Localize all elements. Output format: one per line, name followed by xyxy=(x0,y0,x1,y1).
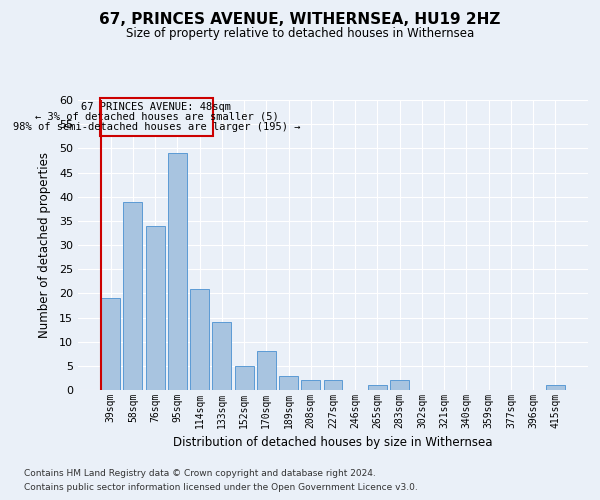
Bar xyxy=(235,366,254,390)
Bar xyxy=(546,385,565,390)
Bar xyxy=(323,380,343,390)
Bar xyxy=(100,98,213,136)
Bar xyxy=(168,153,187,390)
Bar xyxy=(279,376,298,390)
Bar xyxy=(212,322,231,390)
Text: 67 PRINCES AVENUE: 48sqm: 67 PRINCES AVENUE: 48sqm xyxy=(82,102,232,113)
Text: ← 3% of detached houses are smaller (5): ← 3% of detached houses are smaller (5) xyxy=(35,112,278,122)
Bar xyxy=(368,385,387,390)
Y-axis label: Number of detached properties: Number of detached properties xyxy=(38,152,50,338)
Bar xyxy=(257,352,276,390)
Text: Contains public sector information licensed under the Open Government Licence v3: Contains public sector information licen… xyxy=(24,484,418,492)
Text: Contains HM Land Registry data © Crown copyright and database right 2024.: Contains HM Land Registry data © Crown c… xyxy=(24,468,376,477)
Text: 98% of semi-detached houses are larger (195) →: 98% of semi-detached houses are larger (… xyxy=(13,122,300,132)
Bar xyxy=(146,226,164,390)
Bar xyxy=(190,288,209,390)
Bar xyxy=(101,298,120,390)
Bar xyxy=(390,380,409,390)
Bar xyxy=(124,202,142,390)
Bar xyxy=(301,380,320,390)
Text: 67, PRINCES AVENUE, WITHERNSEA, HU19 2HZ: 67, PRINCES AVENUE, WITHERNSEA, HU19 2HZ xyxy=(100,12,500,28)
Text: Size of property relative to detached houses in Withernsea: Size of property relative to detached ho… xyxy=(126,28,474,40)
Text: Distribution of detached houses by size in Withernsea: Distribution of detached houses by size … xyxy=(173,436,493,449)
